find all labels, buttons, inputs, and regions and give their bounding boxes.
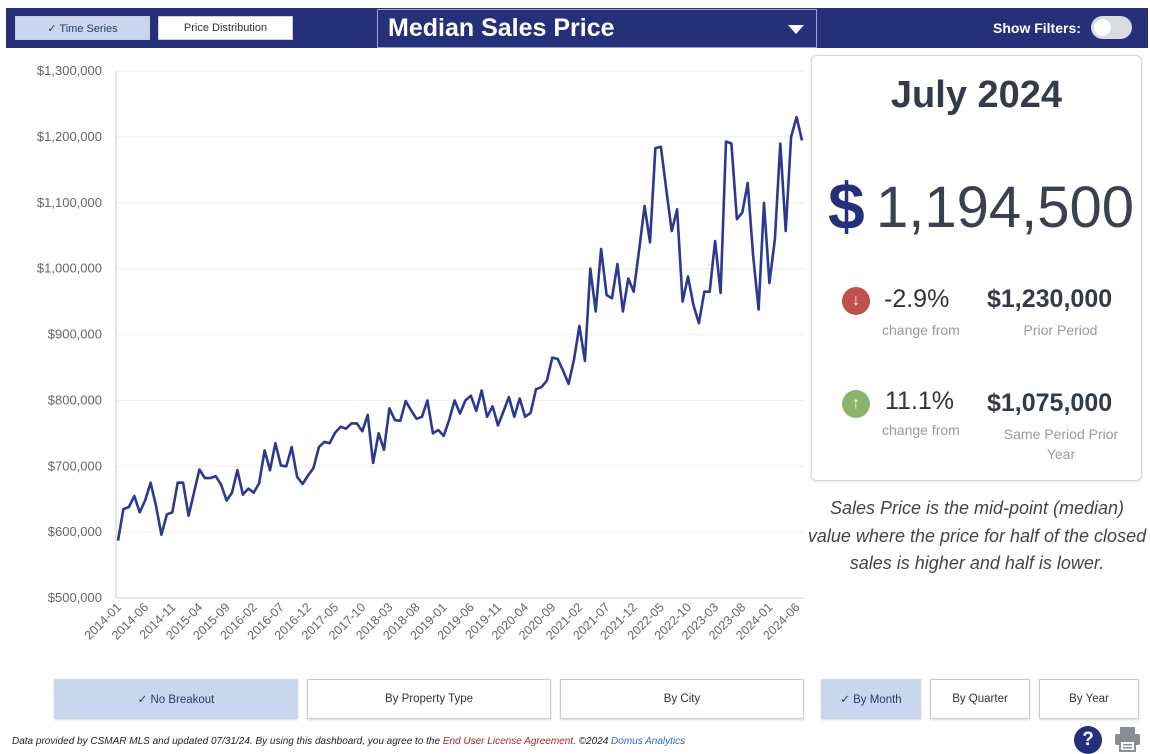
- summary-card: July 2024 $ 1,194,500 ↓ -2.9% change fro…: [811, 55, 1142, 481]
- top-bar: ✓ Time Series Price Distribution Median …: [6, 8, 1148, 48]
- median-price-line-chart: $500,000 $600,000 $700,000 $800,000 $900,000…: [37, 63, 804, 643]
- arrow-up-icon: ↑: [842, 390, 870, 418]
- toggle-knob: [1094, 19, 1111, 36]
- card-value: 1,194,500: [876, 175, 1135, 240]
- metric-dropdown[interactable]: Median Sales Price: [377, 9, 817, 48]
- print-icon[interactable]: [1114, 726, 1141, 752]
- card-currency-symbol: $: [828, 169, 865, 243]
- footer-text-1: Data provided by CSMAR MLS and updated 0…: [12, 736, 443, 747]
- y-tick-label: $500,000: [48, 590, 102, 605]
- by-year-button[interactable]: By Year: [1039, 679, 1139, 719]
- y-tick-label: $800,000: [48, 392, 102, 407]
- card-period: July 2024: [890, 74, 1063, 116]
- no-breakout-button[interactable]: ✓ No Breakout: [54, 679, 298, 719]
- y-tick-label: $1,200,000: [37, 129, 102, 144]
- arrow-down-icon: ↓: [842, 287, 870, 315]
- y-tick-label: $700,000: [48, 458, 102, 473]
- by-month-button[interactable]: ✓ By Month: [821, 679, 921, 719]
- help-icon[interactable]: ?: [1074, 726, 1102, 754]
- y-tick-label: $1,300,000: [37, 63, 102, 78]
- footer-text-2: . ©2024: [573, 736, 612, 747]
- show-filters-toggle[interactable]: [1091, 16, 1132, 39]
- y-tick-label: $600,000: [48, 524, 102, 539]
- by-property-type-button[interactable]: By Property Type: [307, 679, 551, 719]
- y-tick-label: $1,000,000: [37, 261, 102, 276]
- y-tick-label: $900,000: [48, 327, 102, 342]
- prior-period-label: Prior Period: [1023, 322, 1098, 338]
- tab-time-series[interactable]: ✓ Time Series: [15, 16, 150, 40]
- footer-disclaimer: Data provided by CSMAR MLS and updated 0…: [12, 736, 685, 747]
- by-quarter-button[interactable]: By Quarter: [930, 679, 1030, 719]
- chevron-down-icon: [788, 25, 804, 34]
- median-price-series-line: [116, 115, 804, 541]
- same-period-prior-year-value: $1,075,000: [987, 389, 1113, 417]
- prior-period-value: $1,230,000: [987, 285, 1113, 313]
- domus-analytics-link[interactable]: Domus Analytics: [611, 736, 686, 747]
- metric-dropdown-value: Median Sales Price: [388, 14, 615, 42]
- definition-note: Sales Price is the mid-point (median) va…: [807, 498, 1147, 573]
- show-filters-label: Show Filters:: [993, 20, 1081, 36]
- y-tick-label: $1,100,000: [37, 195, 102, 210]
- by-city-button[interactable]: By City: [560, 679, 804, 719]
- prior-change-pct: -2.9%: [884, 285, 950, 313]
- year-change-sub: change from: [882, 422, 960, 438]
- tab-price-distribution[interactable]: Price Distribution: [158, 16, 293, 40]
- prior-change-sub: change from: [882, 322, 960, 338]
- same-period-prior-year-label: Same Period Prior Year: [1003, 426, 1119, 462]
- year-change-pct: 11.1%: [885, 387, 955, 415]
- eula-link[interactable]: End User License Agreement: [442, 736, 574, 747]
